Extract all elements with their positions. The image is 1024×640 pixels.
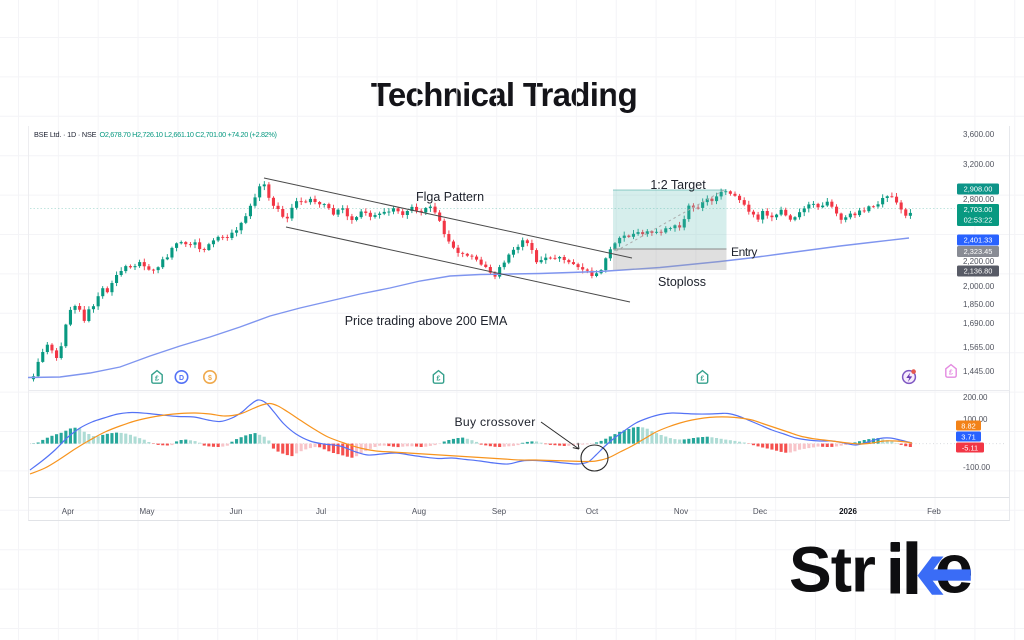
svg-text:1,445.00: 1,445.00 bbox=[963, 367, 995, 376]
svg-text:BSE Ltd. · 1D · NSE: BSE Ltd. · 1D · NSE bbox=[34, 130, 97, 139]
svg-text:3,200.00: 3,200.00 bbox=[963, 160, 995, 169]
svg-text:Jul: Jul bbox=[316, 507, 326, 516]
svg-text:Oct: Oct bbox=[586, 507, 599, 516]
svg-text:Flga Pattern: Flga Pattern bbox=[416, 190, 484, 204]
svg-text:3.71: 3.71 bbox=[961, 433, 975, 442]
svg-text:D: D bbox=[179, 375, 184, 382]
svg-text:100.00: 100.00 bbox=[963, 415, 988, 424]
svg-text:02:53:22: 02:53:22 bbox=[964, 216, 993, 225]
svg-text:2,000.00: 2,000.00 bbox=[963, 282, 995, 291]
svg-text:1,690.00: 1,690.00 bbox=[963, 319, 995, 328]
svg-text:2,200.00: 2,200.00 bbox=[963, 257, 995, 266]
svg-text:Apr: Apr bbox=[62, 507, 75, 516]
svg-text:£: £ bbox=[949, 369, 953, 376]
svg-text:Buy crossover: Buy crossover bbox=[454, 415, 535, 429]
svg-text:2,401.33: 2,401.33 bbox=[964, 236, 993, 245]
svg-text:$: $ bbox=[208, 375, 212, 382]
svg-text:Feb: Feb bbox=[927, 507, 941, 516]
svg-text:2,323.45: 2,323.45 bbox=[964, 247, 993, 256]
svg-text:£: £ bbox=[437, 375, 441, 382]
svg-text:Sep: Sep bbox=[492, 507, 507, 516]
svg-text:£: £ bbox=[701, 375, 705, 382]
svg-text:Jun: Jun bbox=[230, 507, 243, 516]
svg-text:May: May bbox=[139, 507, 154, 516]
svg-text:2,136.80: 2,136.80 bbox=[964, 267, 993, 276]
svg-text:8.82: 8.82 bbox=[961, 422, 975, 431]
svg-text:Price trading above 200 EMA: Price trading above 200 EMA bbox=[345, 314, 508, 328]
svg-text:1,850.00: 1,850.00 bbox=[963, 300, 995, 309]
svg-text:Nov: Nov bbox=[674, 507, 688, 516]
svg-text:2026: 2026 bbox=[839, 507, 857, 516]
svg-text:2,800.00: 2,800.00 bbox=[963, 195, 995, 204]
svg-text:3,600.00: 3,600.00 bbox=[963, 130, 995, 139]
svg-text:1,565.00: 1,565.00 bbox=[963, 343, 995, 352]
svg-text:£: £ bbox=[155, 375, 159, 382]
svg-text:Aug: Aug bbox=[412, 507, 426, 516]
svg-text:e: e bbox=[935, 530, 974, 608]
svg-text:-100.00: -100.00 bbox=[963, 463, 991, 472]
svg-text:2,703.00: 2,703.00 bbox=[964, 205, 993, 214]
svg-text:Dec: Dec bbox=[753, 507, 767, 516]
svg-text:200.00: 200.00 bbox=[963, 393, 988, 402]
svg-text:Str: Str bbox=[789, 534, 875, 606]
svg-text:Stoploss: Stoploss bbox=[658, 275, 706, 289]
svg-text:2,908.00: 2,908.00 bbox=[964, 185, 993, 194]
svg-text:-5.11: -5.11 bbox=[962, 444, 978, 453]
svg-text:Entry: Entry bbox=[731, 245, 757, 259]
svg-text:1:2 Target: 1:2 Target bbox=[650, 178, 706, 192]
svg-text:O2,678.70 H2,726.10 L2,661.10: O2,678.70 H2,726.10 L2,661.10 C2,701.00 … bbox=[100, 130, 277, 139]
